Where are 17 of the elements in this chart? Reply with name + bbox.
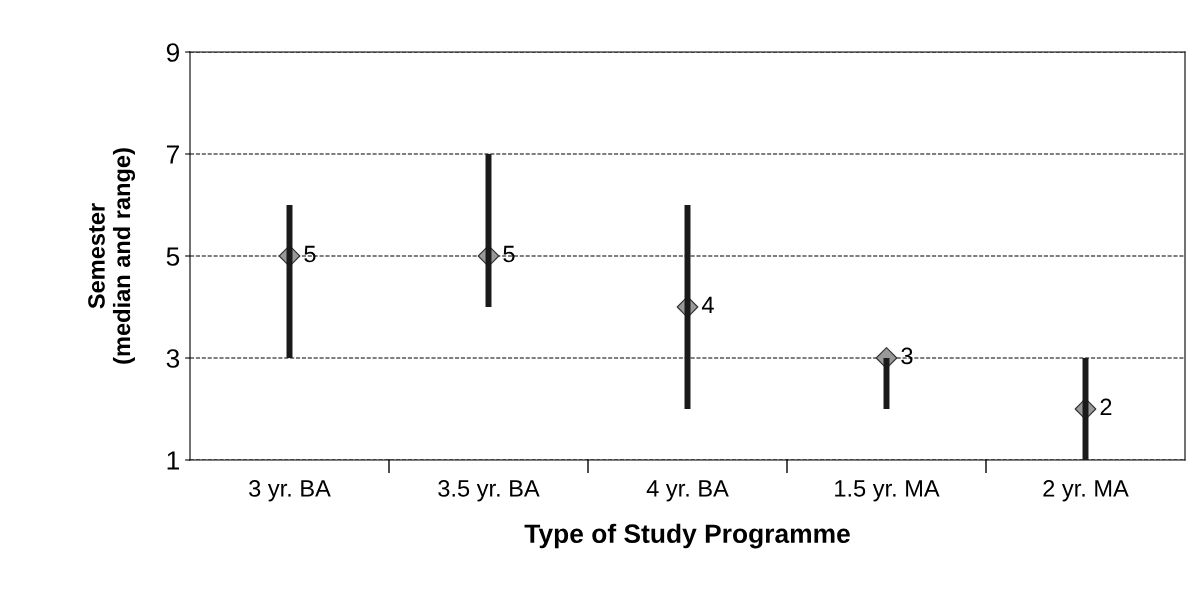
- y-tick-label: 9: [166, 43, 180, 62]
- data-label: 5: [503, 245, 515, 263]
- data-label: 2: [1100, 398, 1112, 416]
- y-tick-label: 3: [166, 349, 180, 368]
- x-tick-label: 4 yr. BA: [646, 480, 729, 502]
- y-tick-label: 1: [167, 451, 179, 470]
- x-axis-title: Type of Study Programme: [524, 523, 850, 549]
- y-axis-title: Semester (median and range): [88, 148, 136, 364]
- y-tick-label: 7: [166, 145, 179, 164]
- x-tick-label: 2 yr. MA: [1043, 480, 1129, 502]
- x-tick-label: 3.5 yr. BA: [438, 480, 540, 502]
- x-tick-label: 1.5 yr. MA: [835, 480, 940, 502]
- data-label: 5: [304, 245, 316, 263]
- y-tick-label: 5: [166, 247, 180, 266]
- data-label: 4: [701, 296, 714, 314]
- x-tick-label: 3 yr. BA: [249, 480, 331, 502]
- data-label: 3: [901, 347, 913, 365]
